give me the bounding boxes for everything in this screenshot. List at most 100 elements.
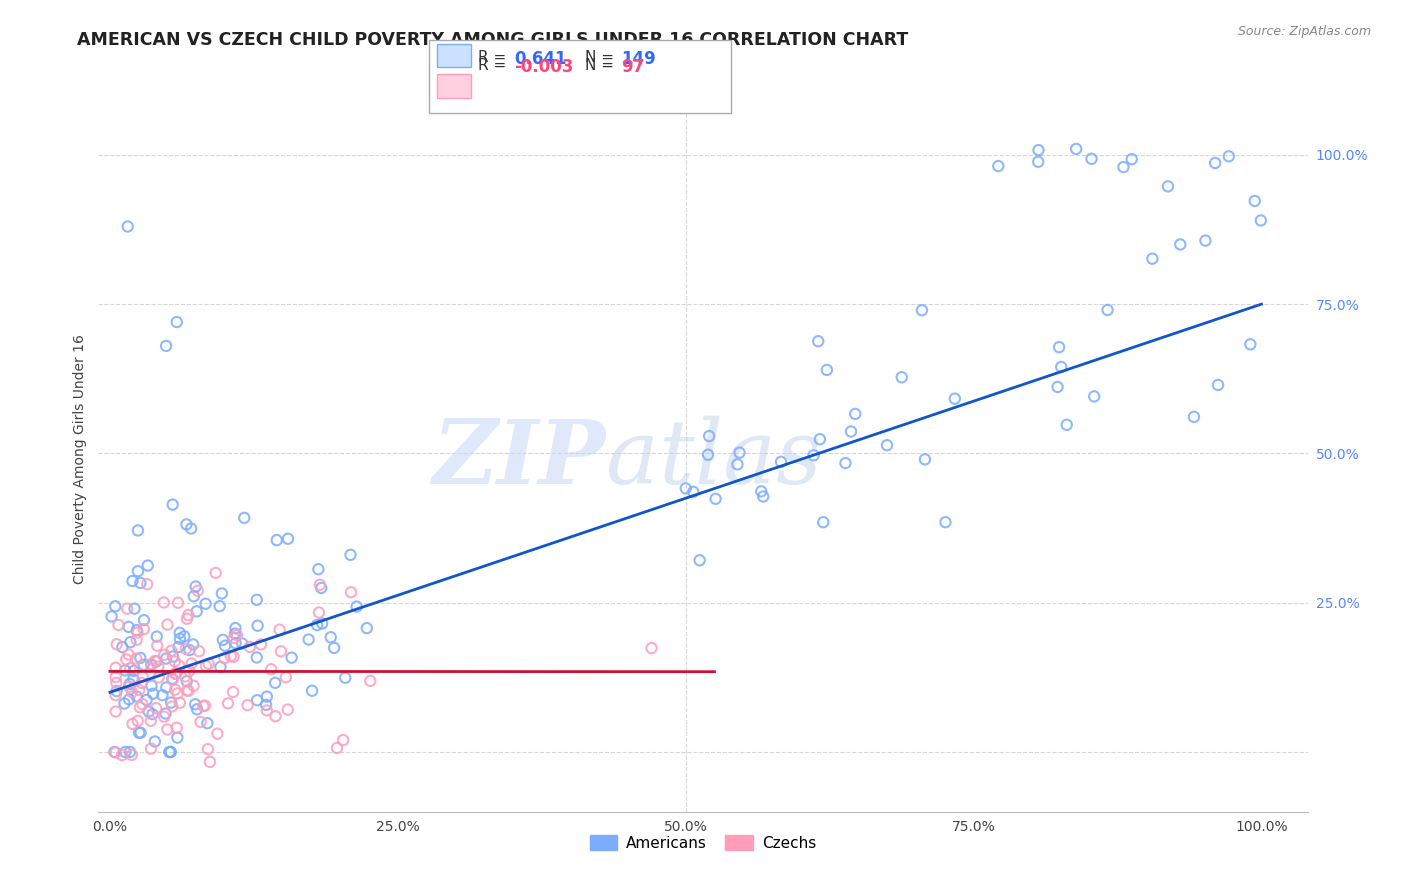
Point [131,669,153,683]
Point [169,696,191,710]
Point [118,692,141,706]
Point [226,628,249,642]
Point [118,680,141,694]
Point [141,707,163,722]
Point [139,741,162,756]
Point [1218,149,1240,163]
Point [114,745,136,759]
Point [166,686,188,700]
Point [197,742,219,756]
Point [176,674,198,689]
Point [911,303,934,318]
Point [186,702,208,716]
Point [135,693,157,707]
Point [165,682,187,697]
Point [1182,409,1205,424]
Point [187,583,209,598]
Point [233,511,256,525]
Point [1056,417,1078,432]
Point [117,648,139,662]
Point [1047,340,1070,354]
Point [179,643,201,657]
Point [162,673,184,687]
Point [211,586,233,600]
Point [186,604,208,618]
Point [121,747,143,762]
Text: atlas: atlas [606,416,823,503]
Point [160,643,183,657]
Point [834,456,856,470]
Point [176,612,198,626]
Point [1026,154,1049,169]
Point [120,661,142,675]
Point [356,621,378,635]
Point [266,533,288,548]
Point [214,651,236,665]
Point [159,745,181,759]
Point [162,498,184,512]
Point [107,618,129,632]
Point [346,599,368,614]
Point [1157,179,1180,194]
Point [890,370,912,384]
Point [264,675,287,690]
Point [1204,156,1226,170]
Point [111,640,134,654]
Point [1080,152,1102,166]
Point [190,714,212,729]
Point [152,595,174,609]
Point [1046,380,1069,394]
Point [173,629,195,643]
Point [104,670,127,684]
Point [987,159,1010,173]
Point [127,714,149,728]
Point [181,637,204,651]
Text: ZIP: ZIP [433,417,606,502]
Point [844,407,866,421]
Point [104,688,127,702]
Point [166,315,188,329]
Point [180,657,202,671]
Point [307,618,329,632]
Point [208,599,231,614]
Point [166,721,188,735]
Point [1064,142,1087,156]
Point [231,636,253,650]
Point [112,697,135,711]
Point [340,585,363,599]
Point [246,693,269,707]
Point [124,601,146,615]
Point [194,698,217,713]
Point [177,607,200,622]
Point [335,671,357,685]
Point [323,640,346,655]
Point [222,685,245,699]
Point [138,705,160,719]
Point [270,644,292,658]
Point [277,532,299,546]
Text: R =: R = [478,50,506,64]
Point [153,709,176,723]
Point [183,589,205,603]
Point [152,688,174,702]
Text: Source: ZipAtlas.com: Source: ZipAtlas.com [1237,25,1371,38]
Point [876,438,898,452]
Point [934,515,956,529]
Point [156,617,179,632]
Point [176,517,198,532]
Point [128,682,150,697]
Point [163,654,186,668]
Point [246,592,269,607]
Point [159,745,181,759]
Text: N =: N = [585,50,614,64]
Point [250,637,273,651]
Point [1097,302,1119,317]
Point [160,699,183,714]
Point [148,670,170,684]
Point [311,581,333,595]
Point [269,623,291,637]
Point [104,705,127,719]
Point [1083,389,1105,403]
Point [131,676,153,690]
Point [195,716,218,731]
